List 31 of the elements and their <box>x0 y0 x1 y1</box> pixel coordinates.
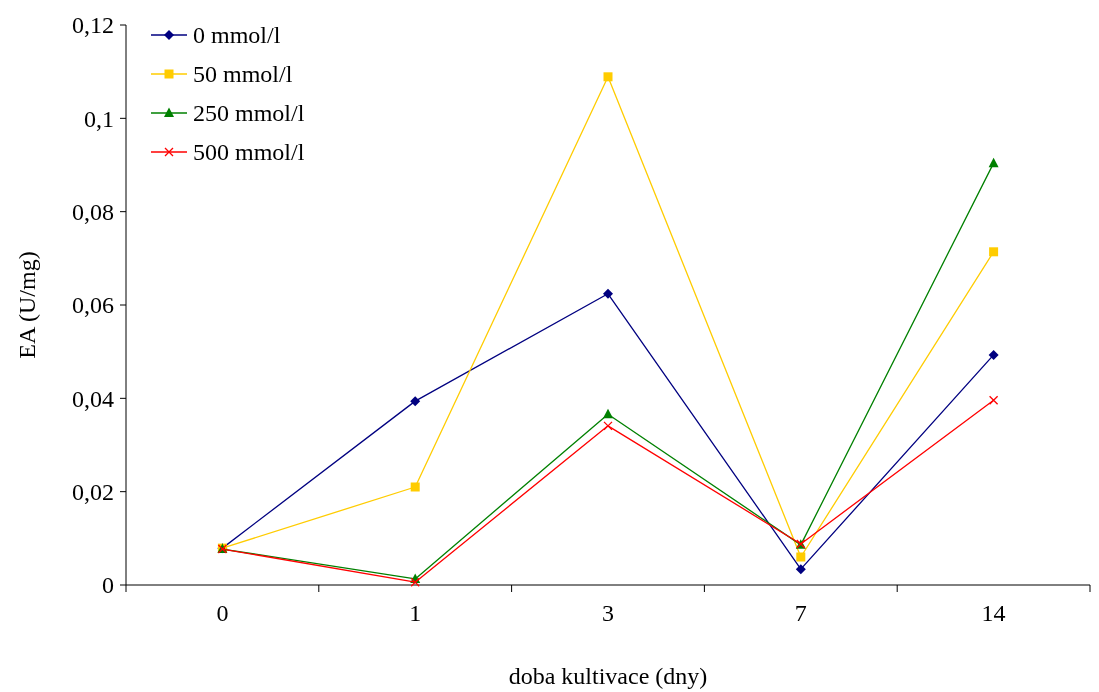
point <box>988 395 999 405</box>
point <box>410 482 420 492</box>
x-axis-title: doba kultivace (dny) <box>508 663 708 689</box>
point <box>603 421 613 431</box>
x-tick-label: 7 <box>794 600 807 626</box>
x-tick-label: 1 <box>409 600 422 626</box>
y-tick-label: 0,06 <box>72 292 114 319</box>
point <box>603 288 613 299</box>
y-tick-label: 0,04 <box>72 385 114 412</box>
y-tick-label: 0,02 <box>72 479 114 506</box>
point <box>796 552 806 562</box>
y-tick-label: 0,08 <box>72 199 114 226</box>
point <box>603 408 613 419</box>
point <box>410 396 421 407</box>
point <box>988 349 999 360</box>
y-tick-label: 0 <box>102 572 114 599</box>
legend-label: 500 mmol/l <box>193 139 305 166</box>
legend-label: 0 mmol/l <box>193 22 281 49</box>
legend-label: 250 mmol/l <box>193 100 305 127</box>
x-tick-label: 0 <box>216 600 229 626</box>
legend-label: 50 mmol/l <box>193 61 293 88</box>
point <box>603 72 613 82</box>
x-tick-label: 3 <box>602 600 614 626</box>
point <box>795 564 806 575</box>
y-tick-label: 0,12 <box>72 12 114 39</box>
point <box>410 577 420 587</box>
point <box>989 247 999 257</box>
x-tick-label: 14 <box>981 600 1006 626</box>
point <box>988 157 999 168</box>
y-tick-label: 0,1 <box>84 105 114 132</box>
y-axis-title: EA (U/mg) <box>14 251 40 359</box>
